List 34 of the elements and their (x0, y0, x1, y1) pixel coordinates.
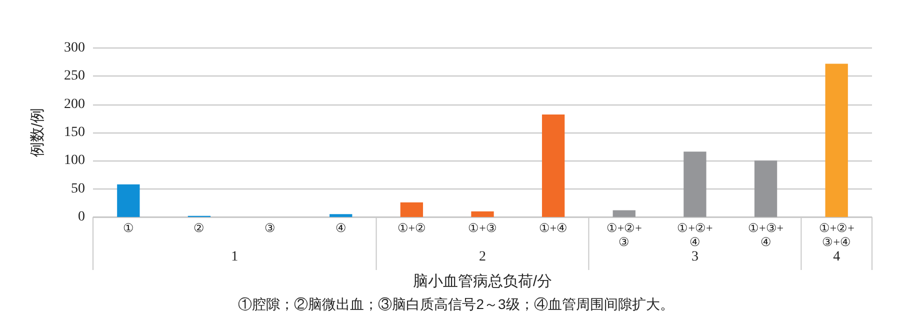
bar (825, 64, 848, 217)
x-tick-label: ①+③+④ (748, 221, 784, 249)
x-tick-label: ①+② (397, 221, 426, 235)
bar (330, 214, 352, 217)
x-tick-label: ④ (335, 221, 346, 235)
y-tick-label: 250 (64, 68, 85, 84)
x-tick-label: ①+②+④ (677, 221, 713, 249)
x-tick-label: ①+④ (538, 221, 568, 235)
y-tick-label: 150 (64, 125, 85, 140)
x-tick-label: ③ (264, 221, 276, 235)
x-tick-label: ② (194, 221, 205, 235)
x-tick-label: ①+③ (468, 221, 497, 235)
text: 4 (833, 250, 840, 264)
text: 1 (231, 250, 238, 264)
x-tick-label: ①+②+③+④ (818, 221, 855, 249)
text: 2 (479, 250, 486, 264)
bar (684, 152, 706, 217)
y-tick-label: 50 (71, 181, 85, 196)
x-tick-label: ①+②+③ (606, 221, 642, 249)
y-tick-label: 200 (64, 96, 85, 112)
x-axis-title: 脑小血管病总负荷/分 (412, 273, 552, 290)
bar (754, 160, 778, 217)
bar (542, 114, 565, 217)
y-tick-label: 300 (64, 40, 85, 56)
y-axis-title: 例数/例 (29, 108, 46, 158)
y-tick-label: 100 (64, 153, 85, 168)
bar (117, 184, 140, 217)
x-tick-label: ① (122, 221, 134, 235)
bar (400, 202, 424, 217)
text: 3 (691, 250, 698, 264)
bar (471, 211, 494, 217)
y-tick-label: 0 (78, 210, 85, 224)
bar (612, 210, 636, 217)
text: ①腔隙；②脑微出血；③脑白质高信号2～3级；④血管周围间隙扩大。 (238, 296, 674, 312)
